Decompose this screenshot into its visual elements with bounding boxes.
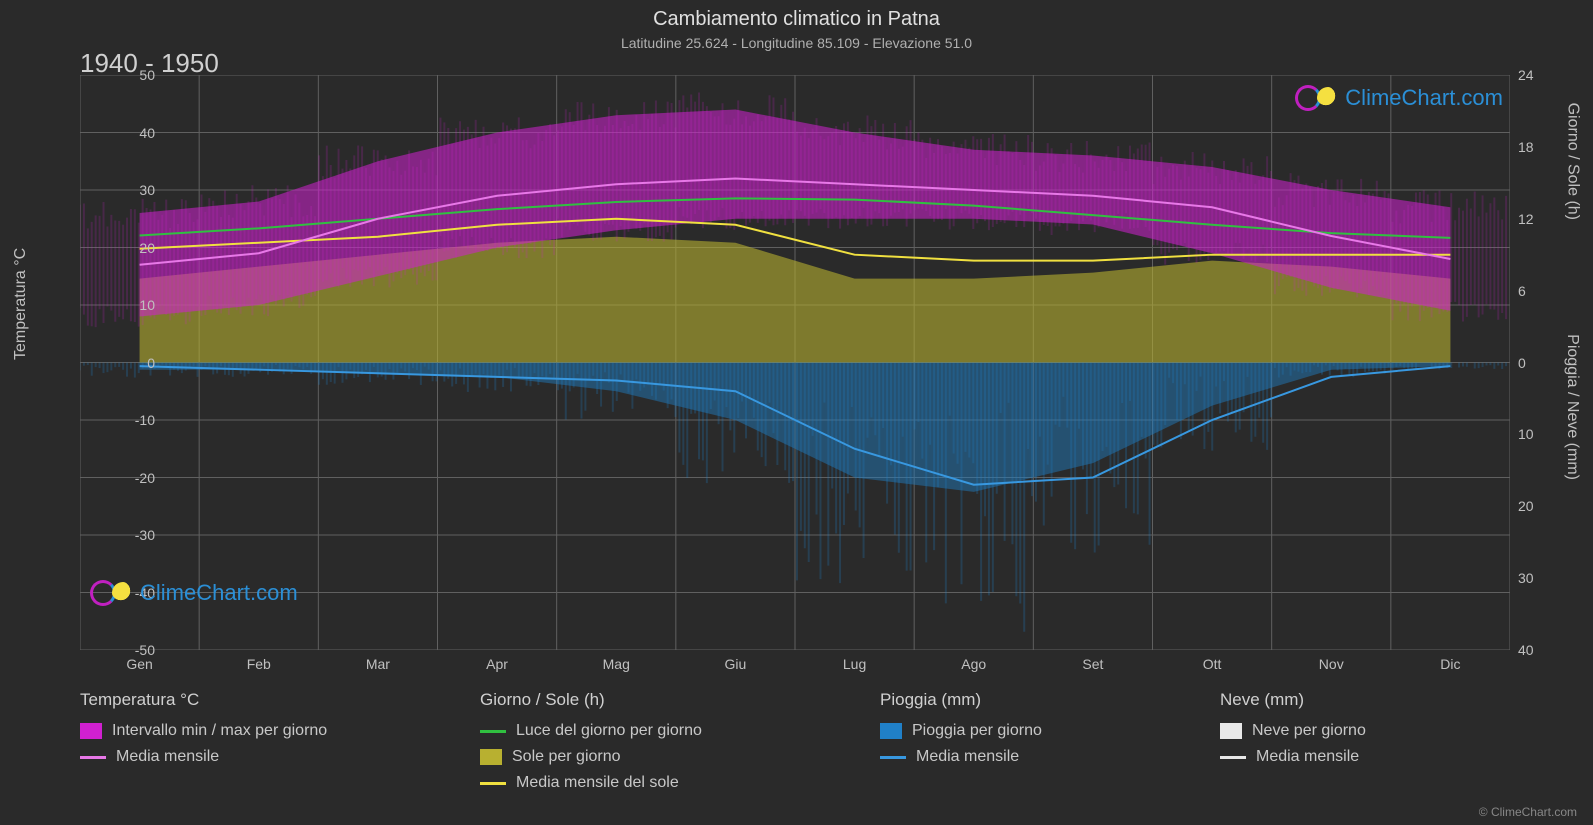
legend-header: Neve (mm) [1220, 690, 1480, 710]
plot-area [80, 75, 1510, 650]
y-tick-left: 20 [139, 240, 155, 256]
legend: Temperatura °C Intervallo min / max per g… [80, 690, 1510, 792]
chart-title: Cambiamento climatico in Patna [0, 0, 1593, 31]
legend-swatch-icon [480, 749, 502, 765]
legend-label: Media mensile del sole [516, 774, 679, 792]
legend-label: Sole per giorno [512, 748, 621, 766]
y-axis-right-bottom-label: Pioggia / Neve (mm) [1563, 334, 1581, 480]
legend-swatch-icon [80, 723, 102, 739]
logo-sun-icon [112, 582, 134, 604]
legend-label: Neve per giorno [1252, 722, 1366, 740]
legend-item: Media mensile [1220, 748, 1480, 766]
legend-header: Temperatura °C [80, 690, 440, 710]
legend-item: Media mensile del sole [480, 774, 840, 792]
legend-label: Media mensile [1256, 748, 1359, 766]
climate-chart: Cambiamento climatico in Patna Latitudin… [0, 0, 1593, 825]
legend-item: Sole per giorno [480, 748, 840, 766]
x-tick: Ott [1203, 656, 1222, 672]
x-tick: Set [1082, 656, 1103, 672]
legend-line-icon [880, 756, 906, 759]
y-tick-right: 6 [1518, 283, 1526, 299]
watermark-bottom: ClimeChart.com [90, 580, 298, 606]
legend-line-icon [480, 730, 506, 733]
x-tick: Mag [603, 656, 630, 672]
watermark-text: ClimeChart.com [140, 580, 298, 606]
legend-line-icon [1220, 756, 1246, 759]
legend-item: Intervallo min / max per giorno [80, 722, 440, 740]
legend-label: Media mensile [916, 748, 1019, 766]
legend-swatch-icon [880, 723, 902, 739]
legend-item: Neve per giorno [1220, 722, 1480, 740]
legend-column: Temperatura °C Intervallo min / max per g… [80, 690, 440, 792]
x-tick: Dic [1440, 656, 1460, 672]
logo-sun-icon [1317, 87, 1339, 109]
y-axis-right-top-label: Giorno / Sole (h) [1563, 103, 1581, 220]
y-tick-left: -10 [135, 412, 155, 428]
legend-label: Luce del giorno per giorno [516, 722, 702, 740]
y-tick-right: 0 [1518, 355, 1526, 371]
legend-line-icon [80, 756, 106, 759]
x-tick: Feb [247, 656, 271, 672]
legend-item: Media mensile [880, 748, 1180, 766]
legend-swatch-icon [1220, 723, 1242, 739]
y-tick-left: 0 [147, 355, 155, 371]
y-tick-left: 10 [139, 297, 155, 313]
x-tick: Gen [126, 656, 152, 672]
y-tick-right: 30 [1518, 570, 1534, 586]
legend-label: Pioggia per giorno [912, 722, 1042, 740]
y-tick-right: 12 [1518, 211, 1534, 227]
x-tick: Apr [486, 656, 508, 672]
legend-line-icon [480, 782, 506, 785]
y-tick-left: 40 [139, 125, 155, 141]
legend-header: Pioggia (mm) [880, 690, 1180, 710]
y-tick-left: 30 [139, 182, 155, 198]
legend-label: Media mensile [116, 748, 219, 766]
watermark-text: ClimeChart.com [1345, 85, 1503, 111]
legend-column: Giorno / Sole (h) Luce del giorno per gio… [480, 690, 840, 792]
y-tick-right: 18 [1518, 139, 1534, 155]
legend-item: Media mensile [80, 748, 440, 766]
y-tick-left: -20 [135, 470, 155, 486]
watermark-top: ClimeChart.com [1295, 85, 1503, 111]
legend-item: Luce del giorno per giorno [480, 722, 840, 740]
x-tick: Ago [961, 656, 986, 672]
x-tick: Mar [366, 656, 390, 672]
legend-column: Neve (mm) Neve per giorno Media mensile [1220, 690, 1480, 792]
y-tick-right: 10 [1518, 426, 1534, 442]
y-tick-left: -30 [135, 527, 155, 543]
plot-svg [80, 75, 1510, 650]
legend-item: Pioggia per giorno [880, 722, 1180, 740]
y-axis-left-label: Temperatura °C [12, 248, 30, 360]
y-tick-right: 40 [1518, 642, 1534, 658]
legend-label: Intervallo min / max per giorno [112, 722, 327, 740]
x-tick: Lug [843, 656, 866, 672]
legend-column: Pioggia (mm) Pioggia per giorno Media mens… [880, 690, 1180, 792]
y-tick-right: 20 [1518, 498, 1534, 514]
x-tick: Nov [1319, 656, 1344, 672]
y-tick-right: 24 [1518, 67, 1534, 83]
chart-subtitle: Latitudine 25.624 - Longitudine 85.109 -… [0, 31, 1593, 51]
y-tick-left: 50 [139, 67, 155, 83]
x-tick: Giu [725, 656, 747, 672]
copyright-label: © ClimeChart.com [1479, 805, 1577, 819]
legend-header: Giorno / Sole (h) [480, 690, 840, 710]
